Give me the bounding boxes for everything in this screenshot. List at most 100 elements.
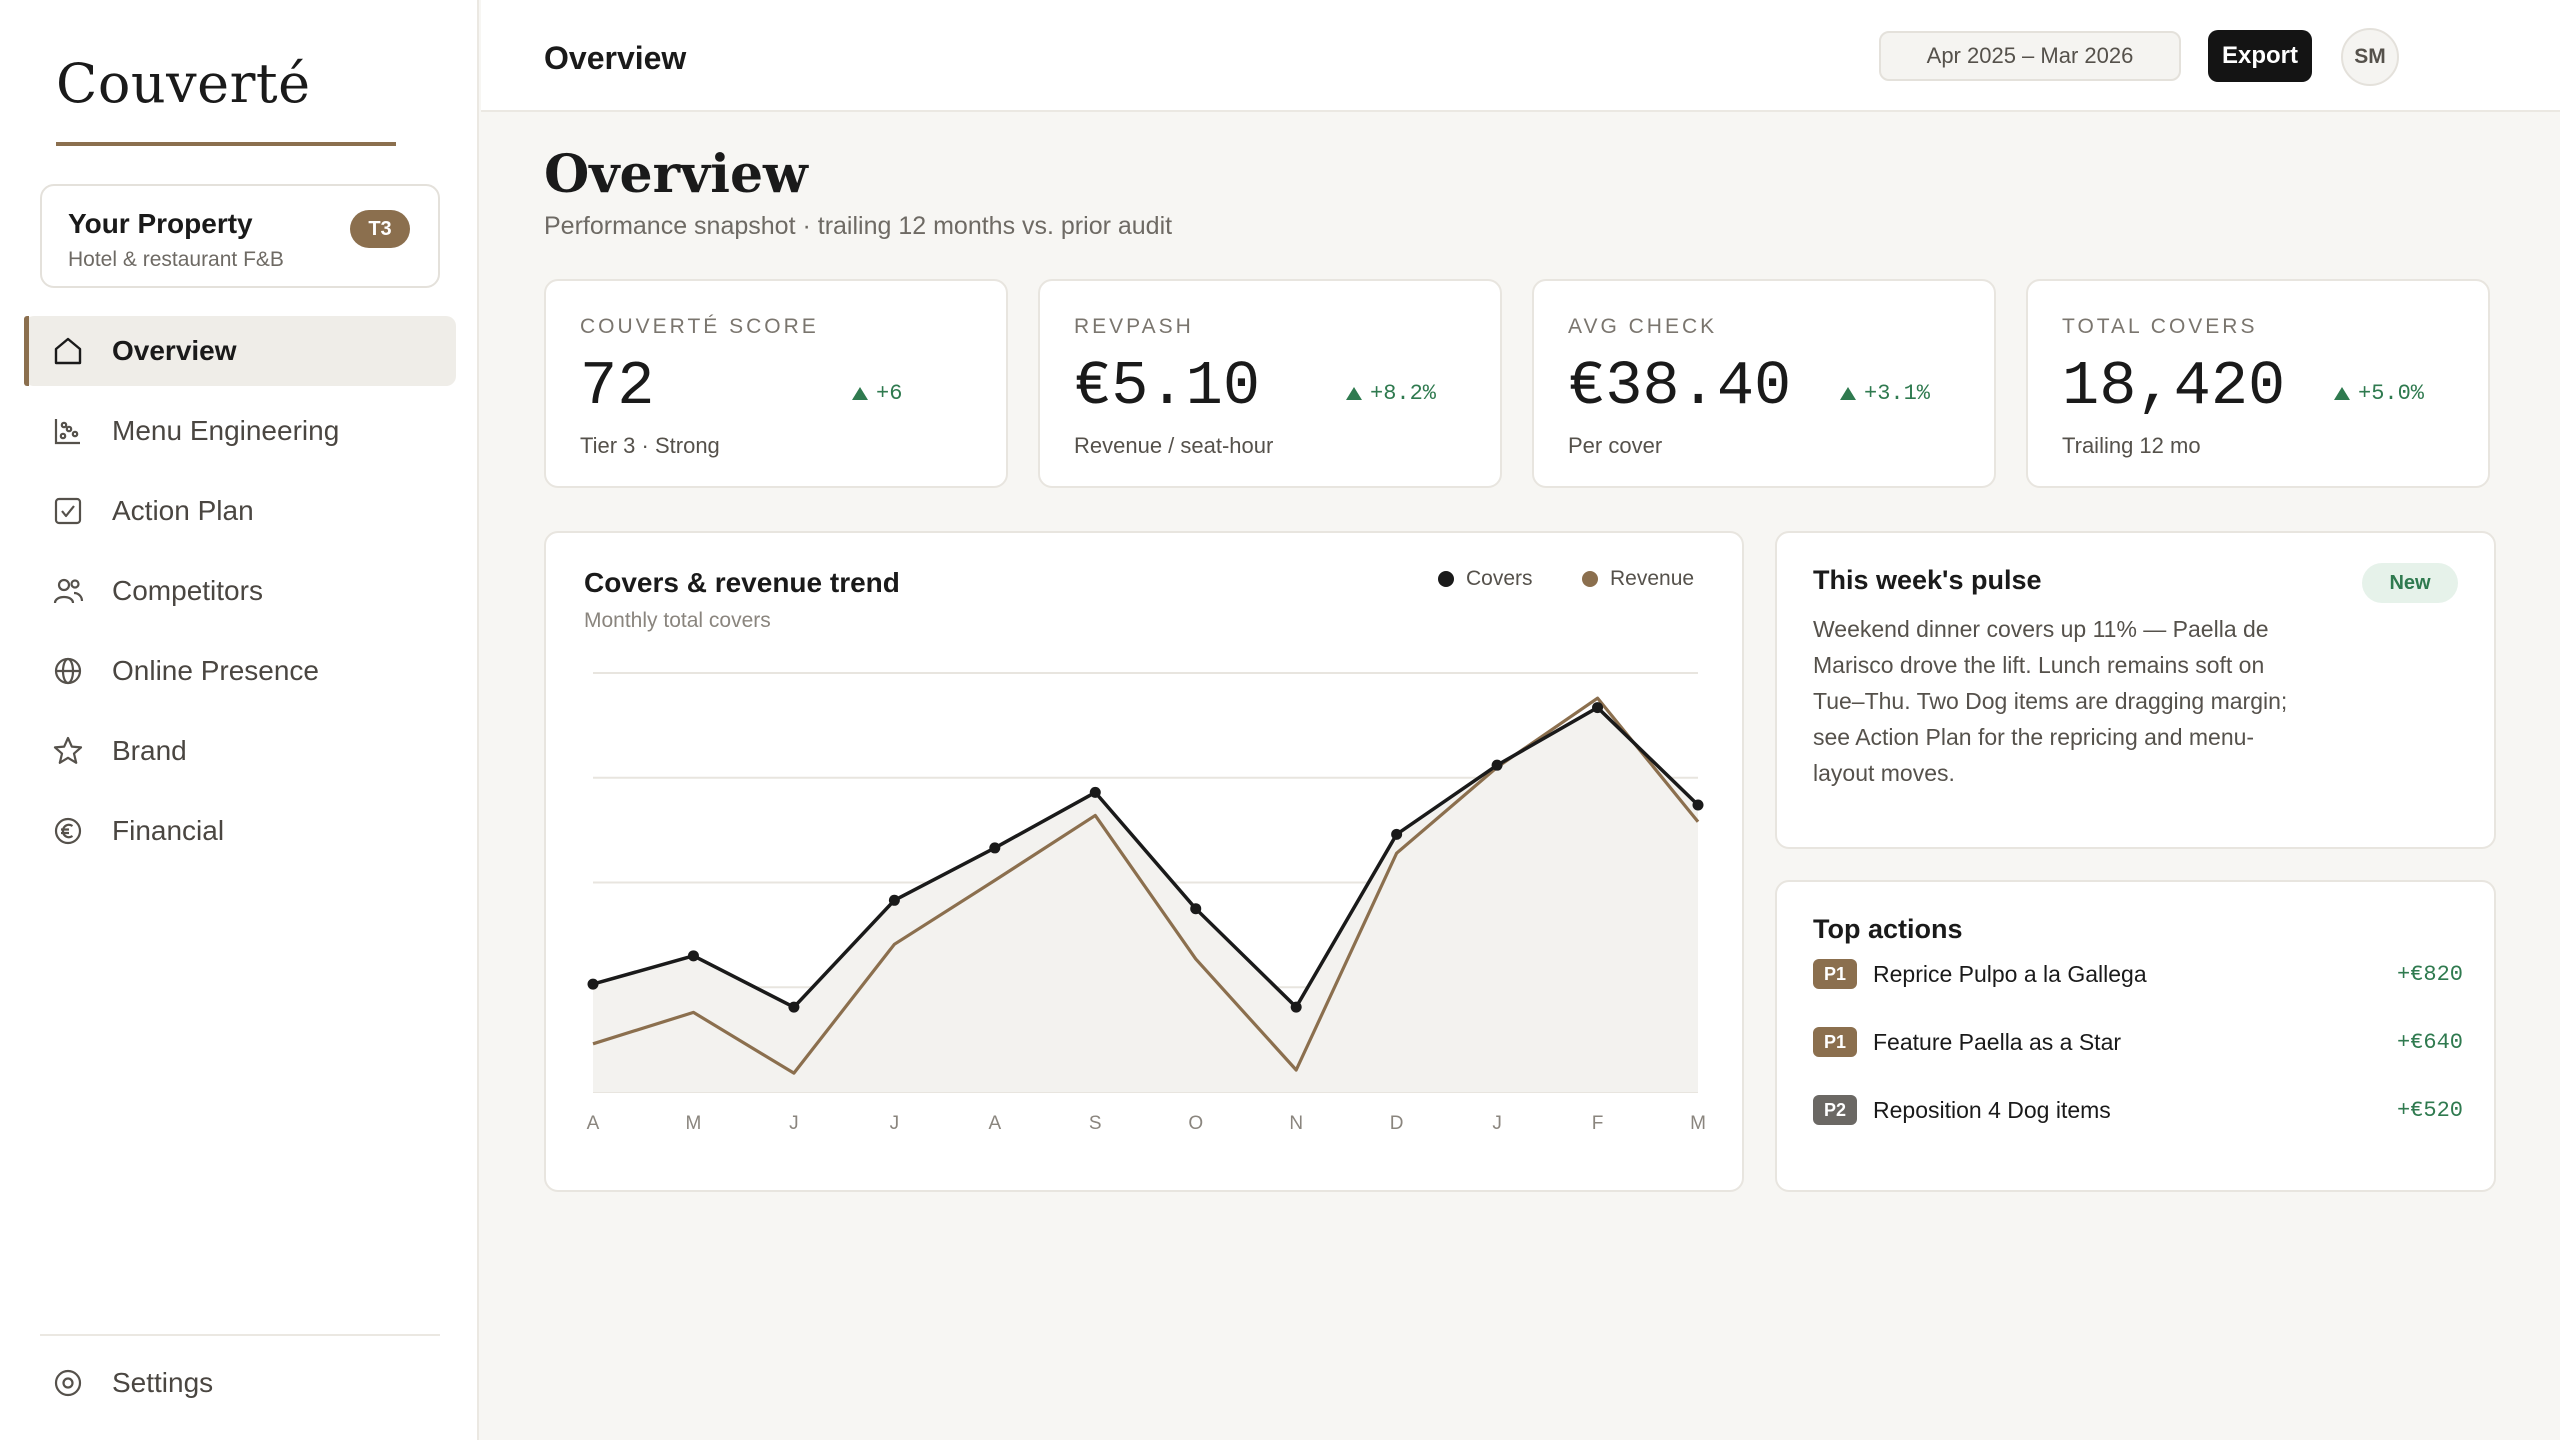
scatter-chart-icon	[54, 419, 80, 445]
sidebar-item-label: Financial	[112, 815, 225, 846]
up-triangle-icon	[2334, 387, 2350, 400]
legend-item-revenue[interactable]: Revenue	[1582, 567, 1694, 591]
kpi-label: Couverté Score	[580, 315, 819, 338]
kpi-delta: +3.1%	[1840, 381, 1930, 406]
action-label: Reposition 4 Dog items	[1873, 1096, 2111, 1123]
settings-icon	[54, 1369, 82, 1397]
weekly-pulse-card: This week's pulse New Weekend dinner cov…	[1775, 531, 2496, 849]
kpi-delta-value: +8.2%	[1370, 381, 1437, 406]
covers-point	[888, 894, 900, 906]
up-triangle-icon	[1346, 387, 1362, 400]
action-impact: +€640	[2396, 1029, 2463, 1055]
page-subtitle: Performance snapshot · trailing 12 month…	[544, 212, 1173, 240]
star-icon	[53, 736, 83, 764]
legend-label: Revenue	[1610, 567, 1695, 590]
up-triangle-icon	[1840, 387, 1856, 400]
x-tick-label: N	[1289, 1113, 1303, 1134]
kpi-card-total-covers[interactable]: Total Covers 18,420 +5.0% Trailing 12 mo	[2026, 279, 2490, 488]
sidebar-item-action-plan[interactable]: Action Plan	[24, 476, 456, 546]
home-icon	[54, 337, 82, 365]
sidebar-item-settings[interactable]: Settings	[24, 1348, 456, 1418]
x-tick-label: O	[1188, 1113, 1203, 1134]
property-switcher[interactable]: Your Property Hotel & restaurant F&B T3	[40, 184, 440, 288]
date-range-picker[interactable]: Apr 2025 – Mar 2026	[1879, 31, 2181, 81]
legend-swatch	[1438, 571, 1454, 587]
legend-swatch	[1582, 571, 1598, 587]
action-label: Feature Paella as a Star	[1873, 1028, 2122, 1055]
x-tick-label: M	[686, 1113, 702, 1134]
x-tick-label: J	[890, 1113, 900, 1134]
kpi-subtext: Trailing 12 mo	[2062, 433, 2201, 458]
page-title: Overview	[544, 144, 808, 205]
x-tick-label: J	[789, 1113, 799, 1134]
covers-point	[1491, 759, 1503, 771]
new-badge: New	[2362, 563, 2458, 603]
chart-title: Covers & revenue trend	[584, 567, 900, 598]
kpi-subtext: Per cover	[1568, 433, 1663, 458]
sidebar-item-online-presence[interactable]: Online Presence	[24, 636, 456, 706]
sidebar-item-overview[interactable]: Overview	[24, 316, 456, 386]
kpi-value: €38.40	[1568, 351, 1792, 422]
action-item[interactable]: P2 Reposition 4 Dog items +€520	[1813, 1093, 2463, 1127]
brand-logo[interactable]: Couverté	[56, 52, 311, 115]
kpi-card-score[interactable]: Couverté Score 72 +6 Tier 3 · Strong	[544, 279, 1008, 488]
action-item[interactable]: P1 Feature Paella as a Star +€640	[1813, 1025, 2463, 1059]
kpi-value: 18,420	[2062, 351, 2286, 422]
covers-point	[587, 978, 599, 990]
sidebar-item-label: Action Plan	[112, 495, 254, 526]
pulse-title: This week's pulse	[1813, 565, 2042, 595]
kpi-delta-value: +3.1%	[1864, 381, 1931, 406]
action-label: Reprice Pulpo a la Gallega	[1873, 960, 2147, 987]
trend-chart-card: Covers & revenue trend Monthly total cov…	[544, 531, 1744, 1192]
legend-label: Covers	[1466, 567, 1533, 590]
action-impact: +€820	[2396, 961, 2463, 987]
avatar[interactable]: SM	[2341, 28, 2399, 86]
kpi-delta: +8.2%	[1346, 381, 1436, 406]
action-item[interactable]: P1 Reprice Pulpo a la Gallega +€820	[1813, 957, 2463, 991]
x-tick-label: M	[1690, 1113, 1706, 1134]
priority-badge: P2	[1813, 1095, 1857, 1125]
kpi-subtext: Tier 3 · Strong	[580, 433, 720, 458]
sidebar-item-financial[interactable]: Financial	[24, 796, 456, 866]
covers-point	[1592, 702, 1604, 714]
sidebar-item-label: Settings	[112, 1367, 214, 1398]
property-name: Your Property	[68, 208, 253, 239]
x-tick-label: J	[1492, 1113, 1502, 1134]
topbar-title: Overview	[544, 40, 687, 76]
covers-point	[1089, 786, 1101, 798]
series-line-covers	[592, 705, 1700, 1009]
sidebar-item-competitors[interactable]: Competitors	[24, 556, 456, 626]
sidebar-item-menu-engineering[interactable]: Menu Engineering	[24, 396, 456, 466]
chart-subtitle: Monthly total covers	[584, 609, 771, 632]
sidebar-item-label: Competitors	[112, 575, 263, 606]
covers-point	[687, 950, 699, 962]
export-button[interactable]: Export	[2208, 30, 2312, 82]
covers-area-fill	[593, 707, 1698, 1092]
kpi-delta-value: +6	[876, 381, 903, 406]
x-tick-label: A	[988, 1113, 1001, 1134]
kpi-card-revpash[interactable]: RevPASH €5.10 +8.2% Revenue / seat-hour	[1038, 279, 1502, 488]
kpi-label: RevPASH	[1074, 315, 1194, 338]
legend-item-covers[interactable]: Covers	[1438, 567, 1533, 591]
kpi-delta-value: +5.0%	[2358, 381, 2425, 406]
action-impact: +€520	[2396, 1097, 2463, 1123]
priority-badge: P1	[1813, 959, 1857, 989]
x-tick-label: A	[587, 1113, 600, 1134]
sidebar-item-brand[interactable]: Brand	[24, 716, 456, 786]
up-triangle-icon	[852, 387, 868, 400]
property-type: Hotel & restaurant F&B	[68, 248, 284, 271]
covers-point	[1190, 903, 1202, 915]
sidebar-item-label: Brand	[112, 735, 187, 766]
globe-icon	[54, 657, 82, 685]
sidebar-divider	[40, 1334, 440, 1336]
kpi-delta: +5.0%	[2334, 381, 2424, 406]
kpi-value: 72	[580, 351, 655, 422]
sidebar-item-label: Menu Engineering	[112, 415, 340, 446]
kpi-card-avg-check[interactable]: Avg Check €38.40 +3.1% Per cover	[1532, 279, 1996, 488]
sidebar-item-label: Overview	[112, 335, 237, 366]
sidebar: Couverté Your Property Hotel & restauran…	[0, 0, 479, 1440]
tier-badge: T3	[350, 210, 410, 248]
priority-badge: P1	[1813, 1027, 1857, 1057]
kpi-label: Total Covers	[2062, 315, 2258, 338]
